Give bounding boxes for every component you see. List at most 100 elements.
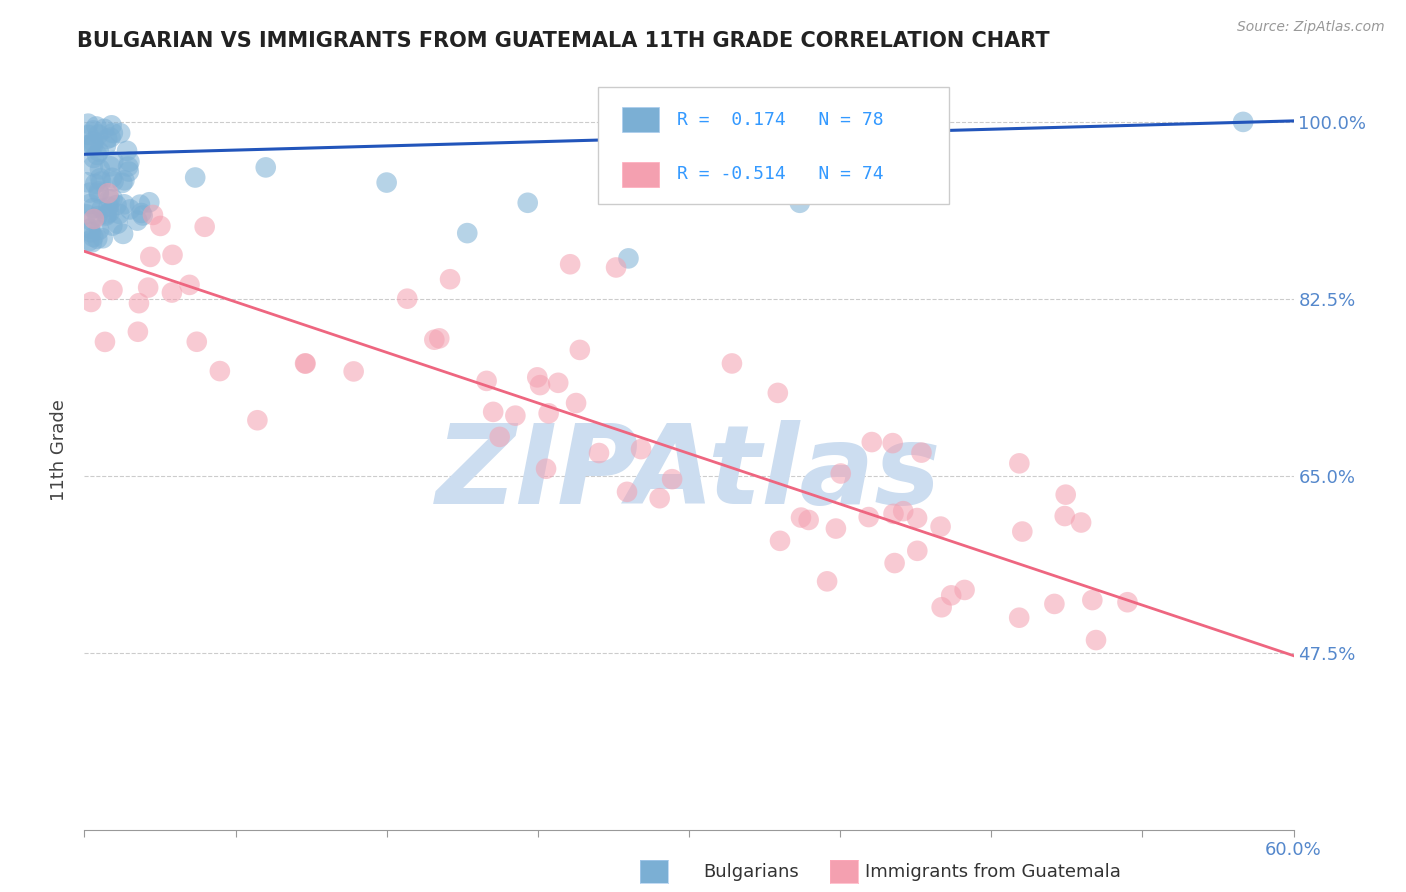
- Point: [79, 221, 101, 235]
- Point: [94, 334, 117, 349]
- Point: [648, 491, 671, 506]
- Point: [294, 356, 316, 370]
- Point: [89, 162, 111, 177]
- Point: [149, 219, 172, 233]
- Point: [84, 177, 107, 191]
- Point: [858, 510, 880, 524]
- FancyBboxPatch shape: [599, 87, 949, 204]
- Point: [905, 511, 928, 525]
- Point: [136, 280, 159, 294]
- Point: [87, 145, 110, 159]
- Point: [100, 130, 122, 145]
- Point: [75, 138, 97, 153]
- Point: [825, 522, 848, 536]
- Point: [516, 195, 538, 210]
- Point: [101, 126, 124, 140]
- Point: [118, 154, 141, 169]
- Point: [90, 175, 112, 189]
- Point: [111, 176, 134, 190]
- Point: [87, 128, 110, 142]
- Point: [77, 128, 100, 142]
- Point: [427, 331, 450, 345]
- Point: [568, 343, 591, 357]
- Text: Immigrants from Guatemala: Immigrants from Guatemala: [865, 863, 1121, 881]
- Point: [101, 170, 124, 185]
- Point: [96, 132, 118, 146]
- Point: [208, 364, 231, 378]
- Point: [1054, 488, 1077, 502]
- Point: [101, 283, 124, 297]
- Text: BULGARIAN VS IMMIGRANTS FROM GUATEMALA 11TH GRADE CORRELATION CHART: BULGARIAN VS IMMIGRANTS FROM GUATEMALA 1…: [77, 31, 1050, 51]
- Point: [108, 207, 131, 221]
- Text: Source: ZipAtlas.com: Source: ZipAtlas.com: [1237, 20, 1385, 34]
- Point: [789, 195, 811, 210]
- Point: [766, 385, 789, 400]
- Point: [94, 138, 117, 153]
- Point: [797, 513, 820, 527]
- Point: [661, 472, 683, 486]
- Point: [80, 136, 103, 151]
- Point: [194, 219, 217, 234]
- Point: [1070, 516, 1092, 530]
- Point: [76, 175, 98, 189]
- Point: [82, 160, 104, 174]
- Point: [1116, 595, 1139, 609]
- Point: [105, 198, 128, 212]
- Point: [86, 120, 108, 134]
- Point: [910, 445, 932, 459]
- Point: [83, 151, 105, 165]
- Point: [86, 148, 108, 162]
- Point: [83, 211, 105, 226]
- Point: [75, 207, 97, 221]
- Point: [112, 227, 135, 241]
- Point: [87, 223, 110, 237]
- Point: [769, 533, 792, 548]
- Point: [186, 334, 208, 349]
- Point: [98, 160, 121, 174]
- Point: [294, 357, 316, 371]
- Point: [547, 376, 569, 390]
- Point: [91, 231, 114, 245]
- Point: [953, 582, 976, 597]
- Point: [101, 219, 124, 233]
- Point: [107, 217, 129, 231]
- Point: [179, 277, 201, 292]
- Point: [883, 507, 905, 521]
- Point: [475, 374, 498, 388]
- Point: [128, 296, 150, 310]
- Point: [830, 467, 852, 481]
- Point: [117, 160, 139, 174]
- Point: [86, 209, 108, 223]
- Point: [1043, 597, 1066, 611]
- Bar: [623, 107, 659, 132]
- Point: [790, 510, 813, 524]
- Point: [77, 234, 100, 248]
- Point: [127, 213, 149, 227]
- Point: [87, 186, 110, 201]
- Point: [537, 406, 560, 420]
- Point: [1085, 633, 1108, 648]
- Point: [98, 192, 121, 206]
- Point: [98, 205, 121, 219]
- Point: [112, 197, 135, 211]
- Point: [883, 556, 905, 570]
- Point: [160, 285, 183, 300]
- Point: [87, 185, 110, 199]
- Point: [526, 370, 548, 384]
- Point: [929, 519, 952, 533]
- Text: Bulgarians: Bulgarians: [703, 863, 799, 881]
- Point: [456, 226, 478, 240]
- Point: [86, 232, 108, 246]
- Point: [1008, 610, 1031, 624]
- Point: [162, 248, 184, 262]
- Point: [94, 209, 117, 223]
- Point: [120, 202, 142, 217]
- Point: [82, 123, 104, 137]
- Point: [905, 544, 928, 558]
- Point: [131, 209, 153, 223]
- Point: [375, 176, 398, 190]
- Point: [630, 442, 652, 456]
- Point: [115, 144, 138, 158]
- Bar: [623, 161, 659, 186]
- Point: [80, 213, 103, 227]
